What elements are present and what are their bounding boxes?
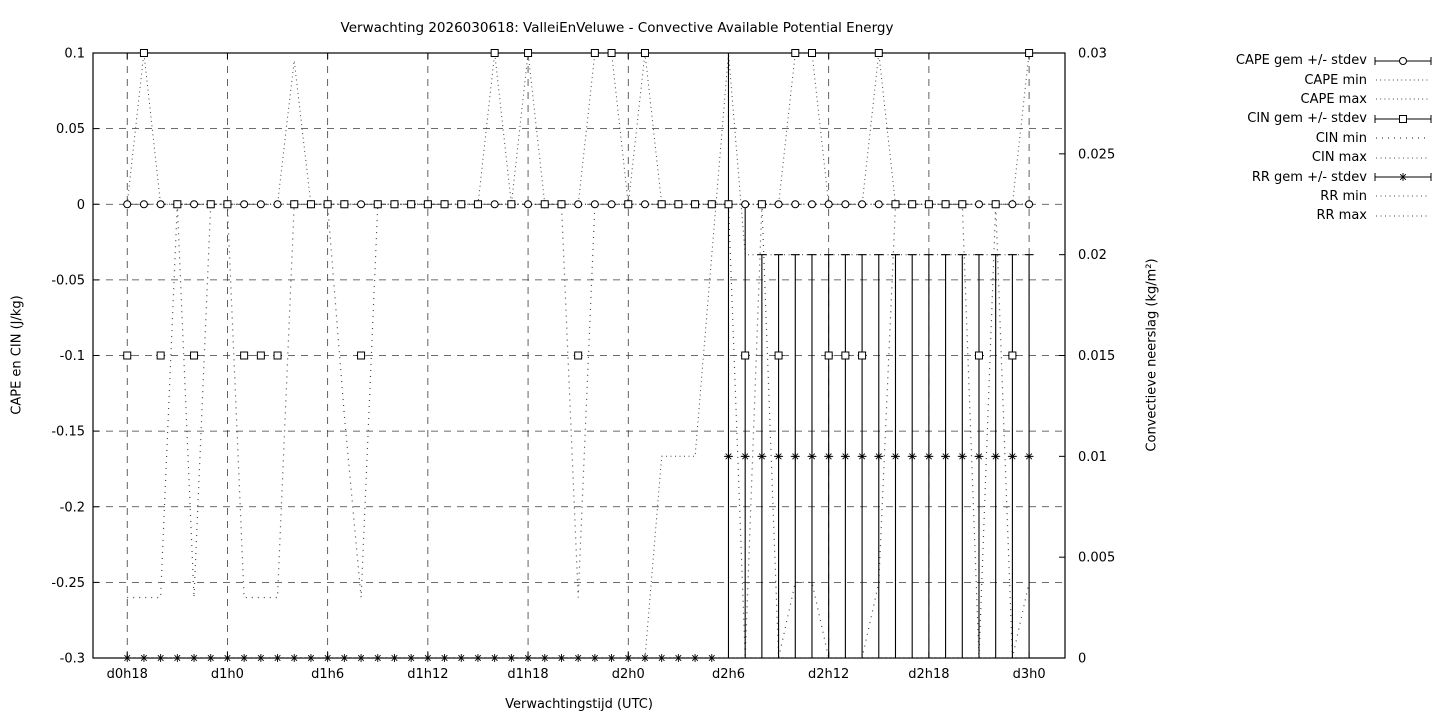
series-layer xyxy=(126,53,1034,658)
legend-item-rr-min: RR min xyxy=(1236,187,1434,206)
y-tick-label-left: 0 xyxy=(77,198,85,213)
y-tick-label-right: 0.015 xyxy=(1078,349,1115,364)
legend: CAPE gem +/- stdev CAPE min CAPE max CIN ge… xyxy=(1236,51,1434,226)
legend-label: RR min xyxy=(1320,188,1367,204)
tick-labels: d0h18 d1h0 d1h6 d1h12 d1h18 d2h0 d2h6 d2h12 d2h1… xyxy=(51,47,1115,683)
x-tick-label: d1h12 xyxy=(407,667,448,682)
legend-label: CAPE min xyxy=(1304,72,1367,88)
legend-label: CIN gem +/- stdev xyxy=(1247,111,1367,127)
legend-item-cape-max: CAPE max xyxy=(1236,90,1434,109)
y-tick-label-left: 0.1 xyxy=(64,47,85,62)
legend-label: CIN max xyxy=(1311,150,1367,166)
y-tick-label-right: 0 xyxy=(1078,652,1086,667)
legend-label: RR max xyxy=(1316,208,1367,224)
series-markers xyxy=(122,49,1034,662)
x-tick-label: d0h18 xyxy=(107,667,148,682)
legend-label: CIN min xyxy=(1315,130,1367,146)
x-tick-label: d1h0 xyxy=(211,667,244,682)
series-rr-gem-stdev xyxy=(122,452,1034,662)
series-cin-gem-stdev xyxy=(122,49,1034,360)
legend-sample-dotted-line xyxy=(1376,195,1430,197)
legend-item-cin-gem-stdev: CIN gem +/- stdev xyxy=(1236,109,1434,128)
legend-item-rr-max: RR max xyxy=(1236,206,1434,225)
legend-sample-errorbar-square xyxy=(1374,114,1432,123)
legend-sample-dotted-line xyxy=(1376,137,1430,139)
y-tick-label-left: -0.05 xyxy=(51,273,85,288)
y-tick-label-right: 0.03 xyxy=(1078,47,1107,62)
legend-sample-dotted-line xyxy=(1376,79,1430,81)
legend-item-cin-min: CIN min xyxy=(1236,129,1434,148)
legend-label: CAPE max xyxy=(1300,91,1367,107)
legend-label: RR gem +/- stdev xyxy=(1251,169,1367,185)
chart-title: Verwachting 2026030618: ValleiEnVeluwe -… xyxy=(340,20,894,36)
y-tick-label-left: -0.15 xyxy=(51,425,85,440)
x-tick-label: d2h6 xyxy=(712,667,745,682)
y-tick-label-right: 0.01 xyxy=(1078,450,1107,465)
legend-sample-errorbar-star xyxy=(1374,173,1432,182)
y-tick-label-left: -0.25 xyxy=(51,576,85,591)
y-tick-label-right: 0.005 xyxy=(1078,551,1115,566)
y-tick-label-left: -0.1 xyxy=(60,349,85,364)
x-tick-label: d3h0 xyxy=(1013,667,1046,682)
x-tick-label: d1h6 xyxy=(311,667,344,682)
x-tick-label: d2h12 xyxy=(808,667,849,682)
legend-item-cape-gem-stdev: CAPE gem +/- stdev xyxy=(1236,51,1434,70)
legend-sample-errorbar-circle xyxy=(1374,56,1432,65)
legend-label: CAPE gem +/- stdev xyxy=(1235,53,1367,69)
x-tick-label: d1h18 xyxy=(507,667,548,682)
y-tick-label-left: -0.3 xyxy=(60,652,85,667)
y-tick-label-left: -0.2 xyxy=(60,500,85,515)
x-tick-label: d2h18 xyxy=(908,667,949,682)
legend-sample-dotted-line xyxy=(1376,98,1430,100)
series-cin-min xyxy=(127,203,1030,658)
legend-item-rr-gem-stdev: RR gem +/- stdev xyxy=(1236,167,1434,186)
x-axis-label: Verwachtingstijd (UTC) xyxy=(505,697,653,712)
series-rr-errorbars xyxy=(727,53,1034,658)
y-tick-label-right: 0.025 xyxy=(1078,147,1115,162)
x-tick-label: d2h0 xyxy=(612,667,645,682)
legend-sample-dotted-line xyxy=(1376,157,1430,159)
y-tick-label-right: 0.02 xyxy=(1078,248,1107,263)
y-tick-label-left: 0.05 xyxy=(56,122,85,137)
legend-item-cape-min: CAPE min xyxy=(1236,70,1434,89)
legend-item-cin-max: CIN max xyxy=(1236,148,1434,167)
legend-sample-dotted-line xyxy=(1376,215,1430,217)
